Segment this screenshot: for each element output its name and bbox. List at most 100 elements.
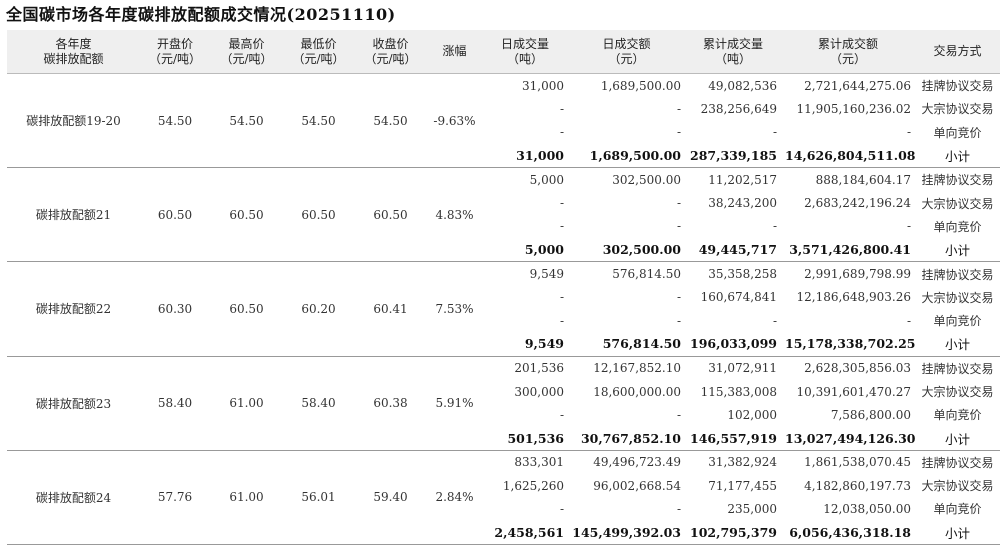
cumulative-volume: 11,202,517 — [708, 172, 777, 187]
daily-volume: 5,000 — [482, 238, 568, 263]
daily-volume: 833,301 — [514, 455, 564, 470]
subtotal-row: 5,000 302,500.00 49,445,717 3,571,426,800.4… — [7, 238, 1000, 263]
daily-amount: 302,500.00 — [568, 238, 685, 263]
cumulative-volume: 235,000 — [727, 501, 777, 516]
allowance-name: 碳排放配额21 — [7, 167, 140, 263]
close-price: 59.40 — [354, 450, 427, 545]
column-header: 最高价 （元/吨） — [210, 30, 283, 74]
trade-method: 单向竞价 — [933, 125, 982, 140]
table-row: - - 38,243,200 2,683,242,196.24 大宗协议交易 — [7, 191, 1000, 214]
open-price: 60.30 — [140, 261, 210, 357]
cumulative-amount: 6,056,436,318.18 — [781, 520, 915, 545]
daily-volume: 201,536 — [514, 361, 564, 376]
cumulative-amount: 10,391,601,470.27 — [796, 384, 911, 399]
trade-method: 挂牌协议交易 — [921, 173, 994, 188]
daily-volume: - — [559, 290, 564, 305]
daily-amount: 1,689,500.00 — [568, 143, 685, 169]
trade-method: 小计 — [915, 426, 1000, 451]
cumulative-amount: - — [906, 313, 911, 328]
table-row: - - 160,674,841 12,186,648,903.26 大宗协议交易 — [7, 286, 1000, 309]
cumulative-amount: 2,628,305,856.03 — [804, 361, 911, 376]
table-row: 碳排放配额23 58.40 61.00 58.40 60.38 5.91% 201,536 1… — [7, 356, 1000, 451]
daily-amount: - — [676, 196, 681, 211]
high-price: 60.50 — [210, 261, 283, 357]
daily-volume: 501,536 — [482, 426, 568, 451]
high-price: 60.50 — [210, 167, 283, 263]
subtotal-row: 501,536 30,767,852.10 146,557,919 13,027,49… — [7, 426, 1000, 451]
price-change: 5.91% — [427, 356, 482, 451]
column-header: 各年度 碳排放配额 — [7, 30, 140, 74]
trade-method: 大宗协议交易 — [921, 385, 994, 399]
daily-volume: - — [559, 313, 564, 328]
trade-method: 挂牌协议交易 — [921, 455, 994, 470]
close-price: 54.50 — [354, 73, 427, 169]
trade-method: 大宗协议交易 — [921, 290, 994, 305]
high-price: 61.00 — [210, 356, 283, 451]
cumulative-volume: 102,000 — [727, 407, 777, 422]
daily-volume: - — [559, 196, 564, 211]
cumulative-amount: 3,571,426,800.41 — [781, 238, 915, 263]
cumulative-amount: 1,861,538,070.45 — [804, 455, 911, 470]
cumulative-volume: 196,033,099 — [685, 332, 781, 357]
daily-volume: 31,000 — [482, 143, 568, 169]
daily-volume: - — [559, 501, 564, 516]
daily-amount: - — [676, 501, 681, 516]
daily-amount: 12,167,852.10 — [593, 361, 681, 376]
open-price: 60.50 — [140, 167, 210, 263]
daily-amount: - — [676, 313, 681, 328]
cumulative-volume: - — [772, 125, 777, 140]
cumulative-amount: - — [906, 125, 911, 140]
table-row: - - 102,000 7,586,800.00 单向竞价 — [7, 403, 1000, 426]
daily-volume: - — [559, 125, 564, 140]
daily-amount: - — [676, 219, 681, 234]
trade-method: 挂牌协议交易 — [921, 79, 994, 94]
daily-volume: 300,000 — [514, 384, 564, 399]
daily-amount: 576,814.50 — [612, 267, 681, 282]
daily-amount: - — [676, 290, 681, 305]
trade-method: 大宗协议交易 — [921, 102, 994, 117]
trade-method: 大宗协议交易 — [921, 479, 994, 494]
low-price: 60.20 — [283, 261, 354, 357]
cumulative-amount: 7,586,800.00 — [830, 407, 911, 422]
allowance-name: 碳排放配额19-20 — [7, 73, 140, 169]
daily-volume: - — [559, 219, 564, 234]
cumulative-amount: - — [906, 219, 911, 234]
high-price: 61.00 — [210, 450, 283, 545]
column-header: 交易方式 — [915, 30, 1000, 74]
table-row: 碳排放配额21 60.50 60.50 60.50 60.50 4.83% 5,000 302… — [7, 167, 1000, 263]
table-header-row: 各年度 碳排放配额 开盘价 （元/吨） 最高价 （元/吨） 最低价 （元/吨） 收盘价 （元/吨）… — [7, 30, 1000, 74]
close-price: 60.41 — [354, 261, 427, 357]
allowance-name: 碳排放配额24 — [7, 450, 140, 545]
daily-amount: 1,689,500.00 — [600, 78, 681, 93]
subtotal-row: 31,000 1,689,500.00 287,339,185 14,626,804,… — [7, 143, 1000, 169]
trade-method: 单向竞价 — [933, 408, 982, 423]
daily-amount: - — [676, 101, 681, 116]
subtotal-row: 9,549 576,814.50 196,033,099 15,178,338,702… — [7, 332, 1000, 357]
cumulative-volume: 238,256,649 — [700, 101, 777, 116]
column-header: 收盘价 （元/吨） — [354, 30, 427, 74]
trade-method: 单向竞价 — [933, 219, 982, 234]
cumulative-volume: 31,382,924 — [708, 455, 777, 470]
table-row: 碳排放配额24 57.76 61.00 56.01 59.40 2.84% 833,301 4… — [7, 450, 1000, 545]
trade-method: 单向竞价 — [933, 314, 982, 329]
daily-amount: 145,499,392.03 — [568, 520, 685, 545]
daily-amount: 30,767,852.10 — [568, 426, 685, 451]
low-price: 58.40 — [283, 356, 354, 451]
daily-volume: 31,000 — [522, 78, 564, 93]
daily-amount: - — [676, 407, 681, 422]
trade-method: 小计 — [915, 332, 1000, 357]
table-row: - - 238,256,649 11,905,160,236.02 大宗协议交易 — [7, 97, 1000, 120]
cumulative-amount: 12,186,648,903.26 — [796, 290, 911, 305]
column-header: 累计成交量 （吨） — [685, 30, 781, 74]
cumulative-volume: 31,072,911 — [708, 361, 777, 376]
column-header: 日成交额 （元） — [568, 30, 685, 74]
cumulative-volume: 49,445,717 — [685, 238, 781, 263]
cumulative-volume: 287,339,185 — [685, 143, 781, 169]
low-price: 54.50 — [283, 73, 354, 169]
cumulative-volume: 49,082,536 — [708, 78, 777, 93]
trade-method: 单向竞价 — [933, 502, 982, 517]
cumulative-amount: 4,182,860,197.73 — [804, 478, 911, 493]
table-row: - - - - 单向竞价 — [7, 121, 1000, 144]
cumulative-volume: 102,795,379 — [685, 520, 781, 545]
daily-volume: 5,000 — [529, 172, 564, 187]
